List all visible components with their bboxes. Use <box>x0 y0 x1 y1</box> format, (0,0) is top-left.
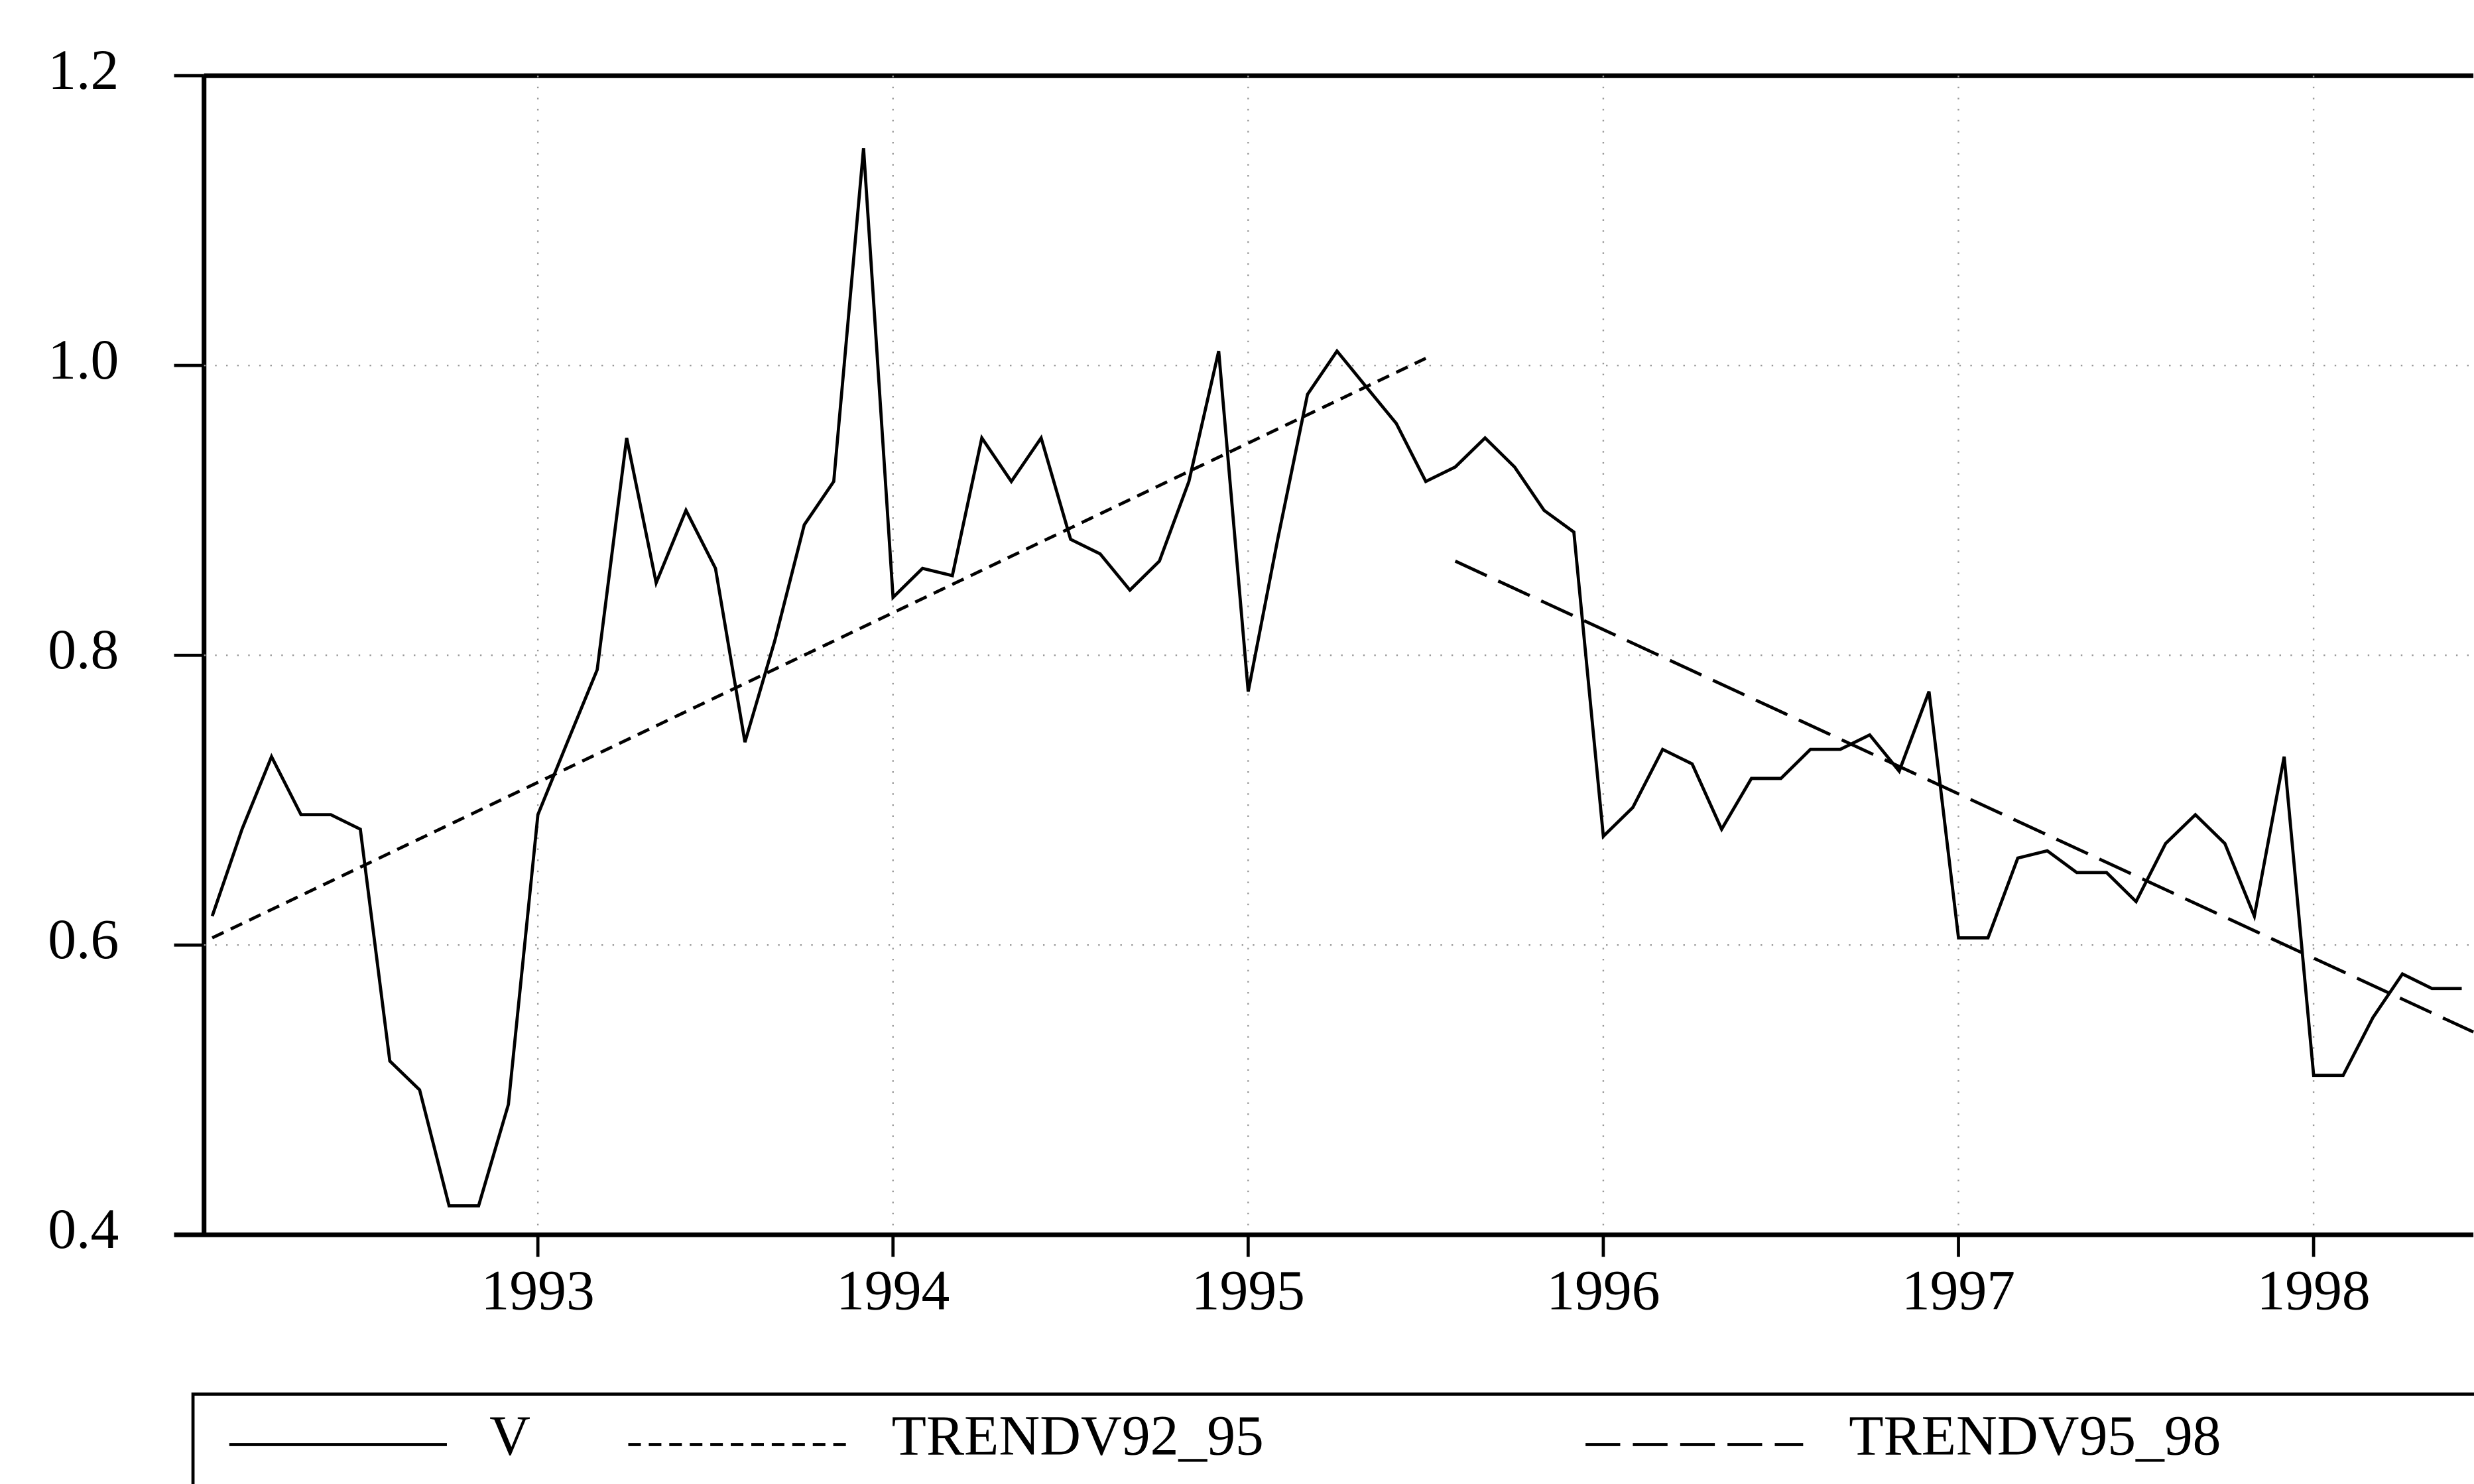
y-tick-label: 0.4 <box>48 1198 119 1261</box>
y-tick-label: 0.8 <box>48 618 119 681</box>
x-tick-label: 1998 <box>2257 1259 2370 1322</box>
x-tick-label: 1997 <box>1902 1259 2015 1322</box>
x-tick-label: 1995 <box>1192 1259 1305 1322</box>
series-line <box>210 148 2462 1207</box>
series-line <box>1454 560 2474 1034</box>
legend-label: TRENDV92_95 <box>892 1404 1264 1467</box>
x-tick-label: 1994 <box>836 1259 950 1322</box>
legend-label: TRENDV95_98 <box>1849 1404 2221 1467</box>
x-tick-label: 1996 <box>1546 1259 1660 1322</box>
y-tick-label: 1.2 <box>48 38 119 101</box>
y-tick-label: 1.0 <box>48 328 119 391</box>
legend-label: V <box>489 1404 530 1467</box>
y-tick-label: 0.6 <box>48 908 119 971</box>
legend-box <box>191 1392 2474 1484</box>
x-tick-label: 1993 <box>481 1259 595 1322</box>
